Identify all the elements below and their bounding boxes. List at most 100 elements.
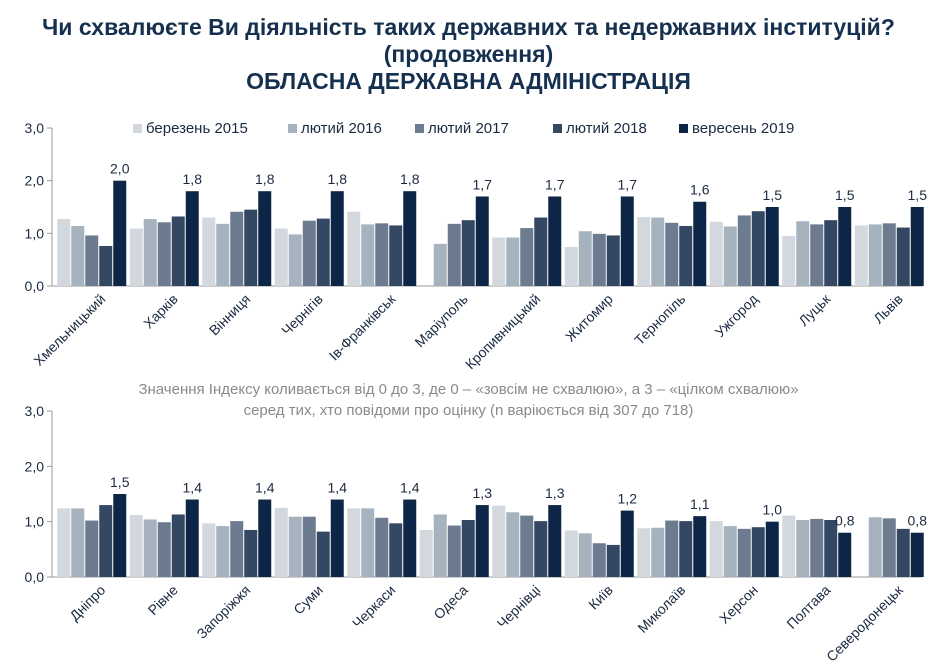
data-label: 1,5 (835, 187, 855, 203)
bar-Дніпро-вересень 2019 (113, 494, 127, 577)
bar-Рівне-вересень 2019 (185, 499, 199, 577)
bar-Суми-лютий 2018 (316, 531, 330, 577)
bar-Северодонецьк-лютий 2016 (868, 517, 882, 577)
data-label: 1,7 (618, 176, 638, 192)
bar-Чернівці-лютий 2018 (534, 521, 548, 577)
bar-Ів-Франківськ-лютий 2018 (389, 225, 403, 286)
bar-Луцьк-лютий 2018 (824, 220, 838, 286)
legend-label: лютий 2017 (428, 120, 509, 137)
bar-Маріуполь-лютий 2016 (433, 243, 447, 286)
bar-Харків-лютий 2016 (143, 219, 157, 286)
x-tick-label: Рівне (145, 582, 181, 618)
x-tick-label: Запоріжжя (193, 582, 253, 642)
x-tick-label: Вінниця (206, 291, 254, 339)
bar-Тернопіль-лютий 2017 (665, 222, 679, 286)
bar-Херсон-вересень 2019 (765, 521, 779, 577)
bar-Чернівці-лютий 2017 (520, 515, 534, 577)
x-tick-label: Луцьк (795, 290, 834, 329)
x-tick-label: Полтава (783, 582, 833, 632)
y-tick-label: 1,0 (25, 225, 45, 241)
bar-Ужгород-лютий 2016 (723, 226, 737, 286)
bar-Херсон-лютий 2016 (723, 526, 737, 577)
x-tick-label: Ужгород (712, 291, 761, 340)
legend-label: лютий 2016 (301, 120, 382, 137)
bar-Полтава-лютий 2017 (810, 518, 824, 577)
bar-Тернопіль-березень 2015 (637, 217, 651, 286)
bar-Житомир-березень 2015 (564, 247, 578, 286)
bar-Львів-вересень 2019 (910, 207, 924, 286)
data-label: 1,3 (545, 485, 565, 501)
bar-Київ-лютий 2016 (578, 533, 592, 577)
legend-swatch (288, 124, 297, 133)
data-label: 1,4 (400, 480, 420, 496)
y-tick-label: 3,0 (25, 120, 45, 136)
page-title: Чи схвалюєте Ви діяльність таких державн… (42, 14, 895, 40)
bar-Запоріжжя-вересень 2019 (258, 499, 272, 577)
bar-Чернігів-лютий 2016 (288, 234, 302, 286)
data-label: 1,1 (690, 496, 710, 512)
bar-Миколаїв-лютий 2018 (679, 521, 693, 577)
bar-Ужгород-березень 2015 (709, 221, 723, 286)
x-tick-label: Чернігів (278, 291, 326, 339)
x-tick-label: Кропивницький (462, 291, 543, 372)
bar-Дніпро-лютий 2016 (71, 508, 85, 577)
bar-Кропивницький-березень 2015 (492, 237, 506, 286)
data-label: 0,8 (835, 513, 855, 529)
bar-Черкаси-березень 2015 (347, 508, 361, 577)
x-tick-label: Черкаси (349, 582, 398, 631)
bar-Северодонецьк-лютий 2018 (896, 528, 910, 577)
index-note-line1: Значення Індексу коливається від 0 до 3,… (138, 381, 799, 398)
bar-Херсон-лютий 2017 (737, 528, 751, 577)
data-label: 1,2 (618, 491, 638, 507)
section-title: ОБЛАСНА ДЕРЖАВНА АДМІНІСТРАЦІЯ (246, 68, 691, 94)
y-tick-label: 0,0 (25, 278, 45, 294)
bar-Тернопіль-вересень 2019 (693, 201, 707, 286)
y-tick-label: 2,0 (25, 458, 45, 474)
data-label: 0,8 (908, 513, 928, 529)
bar-Вінниця-березень 2015 (202, 217, 216, 286)
bar-Миколаїв-лютий 2016 (651, 527, 665, 577)
data-label: 1,7 (473, 176, 493, 192)
bar-Полтава-березень 2015 (782, 515, 796, 577)
legend-swatch (679, 124, 688, 133)
legend-swatch (133, 124, 142, 133)
data-label: 2,0 (110, 161, 130, 177)
bar-Хмельницький-вересень 2019 (113, 180, 127, 286)
bar-Ужгород-вересень 2019 (765, 207, 779, 286)
bar-Маріуполь-вересень 2019 (475, 196, 489, 286)
bar-Чернігів-вересень 2019 (330, 191, 344, 286)
x-tick-label: Северодонецьк (823, 581, 906, 664)
bar-Ів-Франківськ-березень 2015 (347, 211, 361, 286)
bar-Рівне-лютий 2018 (171, 514, 185, 577)
bar-Рівне-лютий 2016 (143, 519, 157, 577)
bar-Запоріжжя-лютий 2018 (244, 529, 258, 577)
bar-Львів-лютий 2016 (868, 224, 882, 286)
bar-Кропивницький-вересень 2019 (548, 196, 562, 286)
x-tick-label: Суми (290, 582, 326, 618)
bar-Черкаси-вересень 2019 (403, 499, 417, 577)
bar-Рівне-березень 2015 (129, 515, 143, 577)
data-label: 1,5 (908, 187, 928, 203)
bar-Одеса-лютий 2016 (433, 514, 447, 577)
bar-Львів-лютий 2017 (882, 223, 896, 286)
bar-Луцьк-лютий 2016 (796, 221, 810, 286)
bar-Рівне-лютий 2017 (157, 522, 171, 577)
bar-Київ-лютий 2017 (592, 543, 606, 577)
bar-Суми-лютий 2017 (302, 516, 316, 577)
bar-Житомир-вересень 2019 (620, 196, 634, 286)
chart-top: 0,0 1,0 2,0 3,0 2,0 Хмельницький 1,8 Харків 1,8 В… (25, 120, 928, 372)
bar-Луцьк-вересень 2019 (838, 207, 852, 286)
bar-Дніпро-лютий 2017 (85, 520, 99, 577)
index-note-line2: серед тих, хто повідоми про оцінку (n ва… (243, 402, 694, 419)
x-tick-label: Тернопіль (631, 291, 688, 348)
bar-Ів-Франківськ-лютий 2017 (375, 223, 389, 286)
bar-Кропивницький-лютий 2018 (534, 217, 548, 286)
bar-Ів-Франківськ-вересень 2019 (403, 191, 417, 286)
bar-Одеса-березень 2015 (419, 529, 433, 577)
bar-Миколаїв-березень 2015 (637, 528, 651, 577)
bar-Северодонецьк-лютий 2017 (882, 518, 896, 577)
bar-Харків-вересень 2019 (185, 191, 199, 286)
bar-Запоріжжя-лютий 2016 (216, 526, 230, 577)
bar-Суми-березень 2015 (274, 507, 288, 577)
